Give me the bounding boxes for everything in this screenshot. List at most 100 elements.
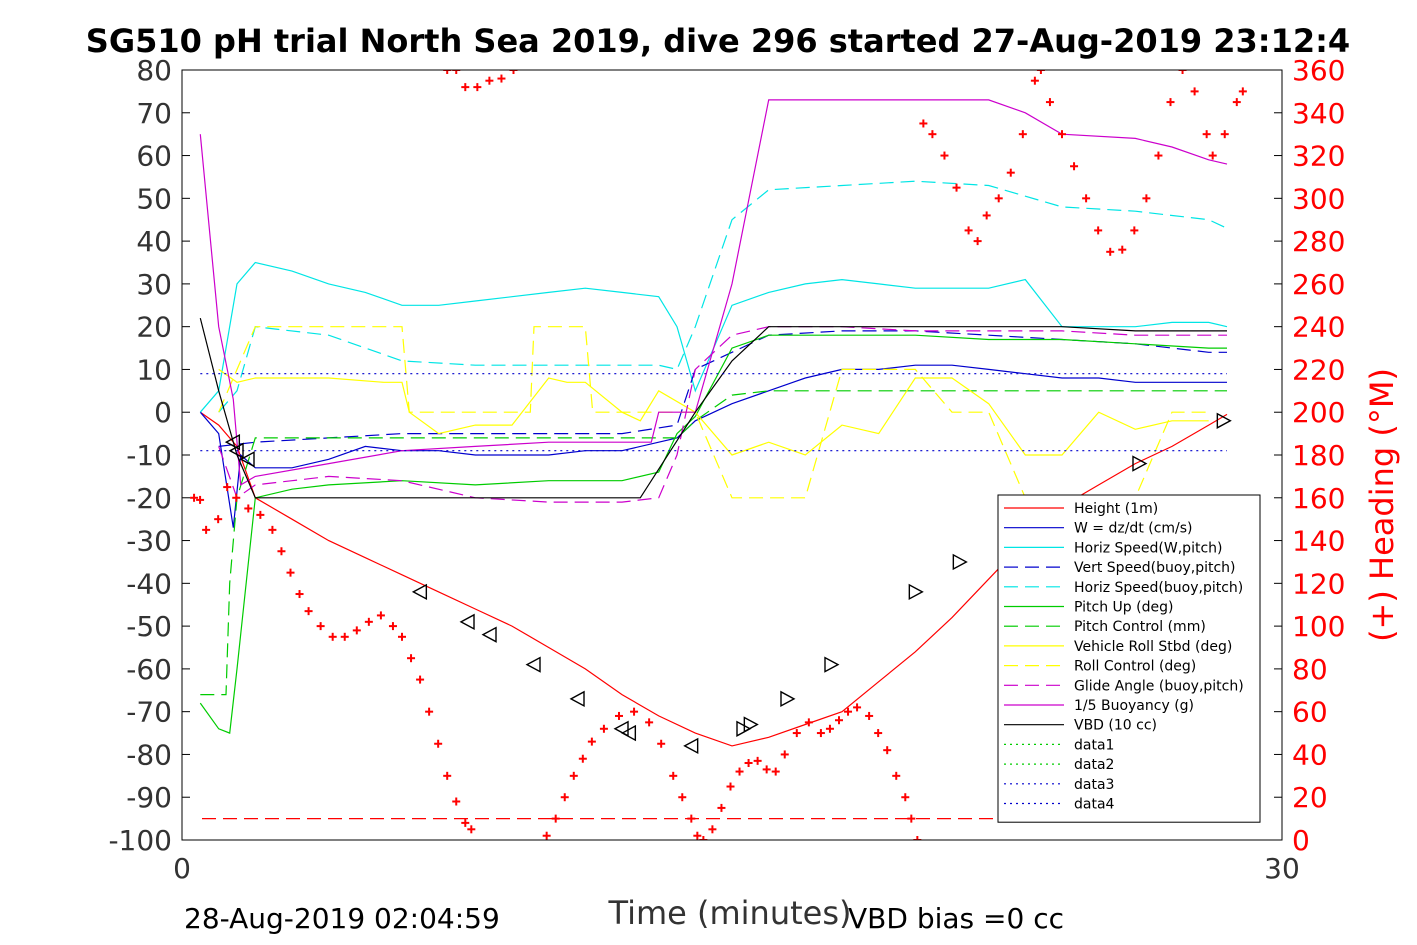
heading-marker <box>316 622 325 631</box>
heading-marker <box>425 707 434 716</box>
time-marker <box>683 737 699 755</box>
y2-tick-label: 40 <box>1292 738 1328 771</box>
heading-marker <box>964 226 973 235</box>
time-marker <box>824 656 840 673</box>
y-tick-label: 60 <box>136 140 172 173</box>
y2-tick-label: 200 <box>1292 396 1345 429</box>
plot-area <box>190 70 1257 840</box>
legend-label: Pitch Control (mm) <box>1074 619 1206 635</box>
heading-marker <box>1202 130 1211 139</box>
axes: 80706050403020100-10-20-30-40-50-60-70-8… <box>108 54 1345 885</box>
heading-marker <box>202 525 211 534</box>
heading-marker <box>244 504 253 513</box>
time-marker <box>525 656 541 673</box>
heading-marker <box>461 83 470 92</box>
heading-marker <box>913 836 922 840</box>
time-marker <box>228 442 244 459</box>
y-tick-label: 10 <box>136 353 172 386</box>
heading-marker <box>630 707 639 716</box>
heading-marker <box>256 510 265 519</box>
heading-marker <box>196 495 205 504</box>
heading-marker <box>190 493 199 502</box>
y-tick-label: -80 <box>126 738 172 771</box>
y2-axis-label: (+) Heading (°M) <box>1363 368 1401 642</box>
y-tick-label: -30 <box>126 525 172 558</box>
heading-marker <box>1070 162 1079 171</box>
heading-marker <box>443 70 452 74</box>
heading-marker <box>678 793 687 802</box>
heading-marker <box>669 771 678 780</box>
legend-box <box>997 494 1261 823</box>
heading-marker <box>726 782 735 791</box>
heading-marker <box>693 831 702 840</box>
heading-marker <box>1106 247 1115 256</box>
footer-timestamp: 28-Aug-2019 02:04:59 <box>184 902 500 935</box>
y2-tick-label: 240 <box>1292 311 1345 344</box>
heading-marker <box>587 737 596 746</box>
heading-marker <box>277 547 286 556</box>
heading-marker <box>708 825 717 834</box>
heading-marker <box>952 183 961 192</box>
heading-marker <box>551 814 560 823</box>
heading-marker <box>699 836 708 840</box>
heading-marker <box>834 716 843 725</box>
heading-marker <box>1178 70 1187 74</box>
heading-marker <box>352 626 361 635</box>
heading-marker <box>892 771 901 780</box>
heading-marker <box>1094 226 1103 235</box>
heading-marker <box>376 611 385 620</box>
heading-marker <box>1006 168 1015 177</box>
heading-marker <box>569 771 578 780</box>
time-marker <box>908 583 924 601</box>
y-tick-label: 20 <box>136 311 172 344</box>
y2-tick-label: 160 <box>1292 482 1345 515</box>
heading-marker <box>816 729 825 738</box>
y2-tick-label: 180 <box>1292 439 1345 472</box>
heading-marker <box>452 70 461 74</box>
time-marker <box>411 583 428 601</box>
heading-marker <box>744 759 753 767</box>
heading-marker <box>844 707 853 716</box>
heading-marker <box>762 765 771 774</box>
heading-marker <box>1045 98 1054 107</box>
series-line-3 <box>218 330 1227 447</box>
time-marker <box>224 433 241 451</box>
y-tick-label: -70 <box>126 696 172 729</box>
time-marker <box>780 690 796 708</box>
heading-marker <box>560 793 569 802</box>
time-marker <box>952 553 968 571</box>
heading-marker <box>919 119 928 128</box>
heading-marker <box>883 746 892 755</box>
y-tick-label: -60 <box>126 653 172 686</box>
y-tick-label: 50 <box>136 182 172 215</box>
heading-marker <box>614 711 623 720</box>
heading-marker <box>232 493 241 502</box>
heading-marker <box>1208 151 1217 160</box>
series-line-6 <box>200 390 1227 696</box>
legend-label: W = dz/dt (cm/s) <box>1074 521 1193 537</box>
x-axis-label: Time (minutes) <box>608 894 852 932</box>
heading-marker <box>973 237 982 246</box>
legend-label: data1 <box>1074 737 1114 753</box>
heading-marker <box>443 771 452 780</box>
heading-marker <box>578 754 587 763</box>
heading-marker <box>1036 70 1045 74</box>
heading-marker <box>753 756 762 765</box>
series-line-9 <box>218 326 1227 503</box>
y-tick-label: 40 <box>136 225 172 258</box>
legend-label: Horiz Speed(buoy,pitch) <box>1074 580 1243 596</box>
heading-marker <box>473 83 482 92</box>
y2-tick-label: 120 <box>1292 567 1345 600</box>
legend-label: Pitch Up (deg) <box>1074 600 1173 616</box>
heading-marker <box>940 151 949 160</box>
heading-marker <box>452 797 461 806</box>
heading-marker <box>687 814 696 823</box>
time-marker <box>620 724 637 742</box>
heading-marker <box>485 76 494 85</box>
heading-marker <box>853 703 862 712</box>
time-marker <box>743 716 759 733</box>
series-line-5 <box>199 334 1227 734</box>
y2-tick-label: 60 <box>1292 696 1328 729</box>
legend-label: Glide Angle (buoy,pitch) <box>1074 678 1244 694</box>
legend: Height (1m) W = dz/dt (cm/s) Horiz Speed(W… <box>997 494 1261 823</box>
